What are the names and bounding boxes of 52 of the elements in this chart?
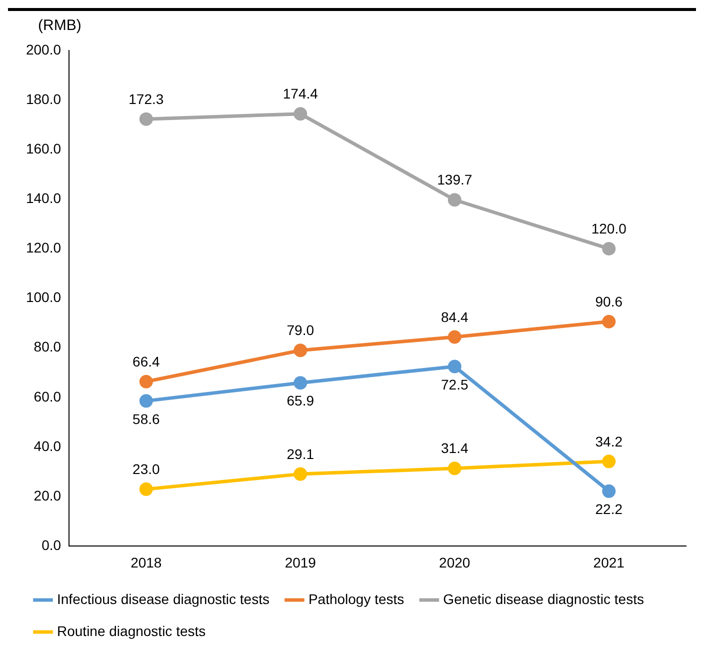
data-label: 72.5 <box>441 376 468 392</box>
point <box>139 394 153 408</box>
data-label: 66.4 <box>132 353 160 370</box>
legend-label: Routine diagnostic tests <box>57 622 206 639</box>
data-label: 120.0 <box>591 220 627 237</box>
point <box>602 484 616 498</box>
x-tick-label: 2020 <box>439 554 470 570</box>
point <box>602 242 616 256</box>
legend-label: Pathology tests <box>308 590 404 607</box>
data-label: 84.4 <box>441 308 468 325</box>
data-label: 31.4 <box>441 440 468 456</box>
y-tick-label: 60.0 <box>34 388 62 404</box>
point <box>448 462 462 476</box>
y-tick-label: 80.0 <box>34 338 62 355</box>
point <box>139 112 153 126</box>
x-tick-label: 2021 <box>593 554 625 570</box>
point <box>139 482 153 496</box>
point <box>448 193 462 207</box>
x-tick-label: 2018 <box>130 554 162 570</box>
point <box>294 107 308 121</box>
point <box>448 330 462 344</box>
y-tick-label: 40.0 <box>34 438 62 454</box>
y-tick-label: 20.0 <box>34 487 62 504</box>
point <box>139 374 153 388</box>
y-axis-title: (RMB) <box>38 17 82 34</box>
point <box>294 467 308 481</box>
data-label: 174.4 <box>282 86 318 102</box>
data-label: 90.6 <box>595 293 623 310</box>
data-label: 23.0 <box>132 461 160 478</box>
point <box>602 314 616 328</box>
y-tick-label: 140.0 <box>26 190 62 206</box>
data-label: 79.0 <box>286 322 314 338</box>
y-tick-label: 120.0 <box>26 240 62 256</box>
data-label: 58.6 <box>132 410 160 427</box>
y-tick-label: 200.0 <box>26 41 62 58</box>
data-label: 29.1 <box>286 446 314 462</box>
data-label: 34.2 <box>595 433 623 450</box>
data-label: 172.3 <box>128 90 164 107</box>
x-tick-label: 2019 <box>284 554 316 570</box>
point <box>602 454 616 468</box>
data-label: 65.9 <box>286 392 314 409</box>
y-tick-label: 160.0 <box>26 140 62 156</box>
point <box>294 344 308 358</box>
point <box>294 376 308 390</box>
data-label: 22.2 <box>595 501 623 518</box>
y-tick-label: 180.0 <box>26 90 62 107</box>
point <box>448 360 462 374</box>
legend-label: Genetic disease diagnostic tests <box>443 590 644 607</box>
data-label: 139.7 <box>437 172 472 188</box>
y-tick-label: 100.0 <box>26 289 62 306</box>
y-tick-label: 0.0 <box>42 537 62 554</box>
legend-label: Infectious disease diagnostic tests <box>57 590 270 607</box>
